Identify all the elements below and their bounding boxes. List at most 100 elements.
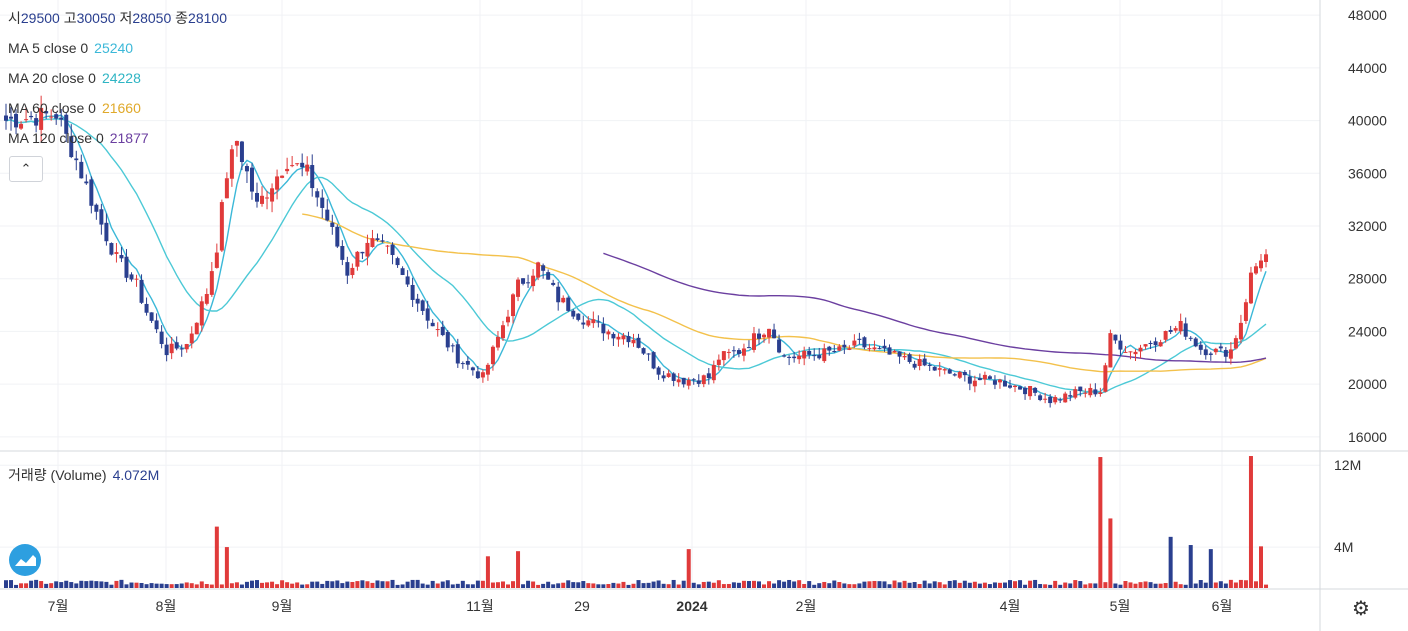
volume-bar — [295, 582, 300, 588]
candle — [711, 364, 716, 381]
volume-bar — [516, 551, 521, 588]
candle — [666, 373, 671, 377]
volume-bar — [1028, 580, 1033, 588]
ma5-legend[interactable]: MA 5 close 0 25240 — [8, 40, 134, 56]
volume-bar — [726, 583, 731, 588]
gear-icon[interactable]: ⚙ — [1352, 598, 1370, 620]
candle — [586, 320, 591, 326]
tradingview-logo-icon[interactable] — [9, 544, 41, 576]
candle — [1259, 260, 1263, 269]
candle — [350, 267, 355, 276]
volume-bar — [546, 581, 551, 588]
ma60-legend[interactable]: MA 60 close 0 21660 — [8, 100, 141, 116]
collapse-legend-button[interactable]: ⌃ — [9, 156, 43, 182]
volume-bar — [992, 582, 997, 588]
candle — [485, 364, 490, 375]
candle — [927, 364, 932, 366]
candle — [546, 272, 551, 280]
ma20-legend[interactable]: MA 20 close 0 24228 — [8, 70, 141, 86]
volume-bar — [134, 582, 139, 588]
volume-bar — [666, 584, 671, 588]
volume-bar — [862, 581, 867, 588]
candle — [1248, 272, 1253, 304]
candle — [425, 308, 430, 321]
candle — [1178, 320, 1183, 332]
candle — [475, 371, 480, 379]
volume-bar — [902, 580, 907, 588]
candle — [591, 319, 596, 324]
time-tick-label: 9월 — [272, 598, 293, 614]
candle — [179, 348, 184, 350]
volume-bar — [244, 581, 249, 588]
volume-bar — [506, 584, 510, 588]
volume-bar — [1228, 579, 1233, 588]
candle — [1068, 395, 1073, 397]
volume-bar — [711, 582, 716, 588]
candle — [325, 209, 330, 221]
candle — [631, 339, 636, 344]
volume-bar — [370, 582, 375, 588]
volume-bar — [1158, 583, 1163, 588]
ma-5-line — [5, 114, 1267, 401]
volume-bar — [591, 583, 596, 588]
volume-bar — [1153, 583, 1158, 588]
candle — [531, 275, 536, 287]
candle — [1153, 341, 1158, 346]
volume-bar — [1058, 584, 1063, 588]
ma120-legend[interactable]: MA 120 close 0 21877 — [8, 130, 149, 146]
volume-bar — [721, 584, 726, 588]
candle — [490, 346, 495, 365]
candle — [621, 335, 626, 340]
volume-bar — [74, 583, 79, 588]
volume-bar — [812, 584, 817, 588]
candle — [34, 118, 39, 126]
candle — [977, 378, 982, 381]
volume-bar — [762, 584, 767, 588]
candle — [671, 373, 676, 381]
volume-bar — [1253, 581, 1258, 588]
candle — [1063, 393, 1068, 403]
volume-bar — [952, 580, 957, 588]
volume-bar — [495, 582, 500, 588]
candle — [154, 320, 159, 330]
time-tick-label: 29 — [574, 598, 590, 614]
candle — [847, 348, 852, 350]
volume-bar — [300, 584, 305, 588]
candle — [1188, 337, 1193, 339]
candle — [345, 262, 350, 276]
candle — [1098, 392, 1103, 395]
volume-bar — [1143, 581, 1148, 588]
candle — [1213, 348, 1218, 353]
price-tick-label: 48000 — [1348, 7, 1387, 23]
volume-bar — [571, 582, 576, 588]
candle — [450, 345, 455, 347]
volume-bar — [907, 582, 912, 588]
volume-bar — [49, 583, 54, 588]
price-tick-label: 44000 — [1348, 60, 1387, 76]
volume-bar — [601, 584, 606, 588]
candle — [139, 279, 144, 303]
candle — [1023, 387, 1028, 395]
candle — [1002, 380, 1007, 387]
candle — [626, 336, 631, 343]
volume-bar — [440, 581, 445, 588]
volume-bar — [270, 581, 275, 588]
volume-bar — [84, 581, 89, 588]
volume-bar — [99, 581, 104, 588]
candle — [1043, 398, 1048, 400]
volume-bar — [736, 582, 741, 588]
candle — [782, 355, 787, 357]
candle — [817, 355, 822, 359]
volume-bar — [280, 580, 285, 588]
candle — [837, 346, 842, 351]
candle — [305, 164, 310, 172]
candle — [455, 344, 460, 364]
volume-bar — [1002, 582, 1007, 588]
volume-bar — [89, 580, 94, 588]
volume-bar — [1098, 457, 1103, 588]
volume-bar — [681, 580, 686, 588]
volume-bar — [561, 582, 566, 588]
candle — [119, 255, 124, 259]
candle — [1078, 386, 1083, 392]
